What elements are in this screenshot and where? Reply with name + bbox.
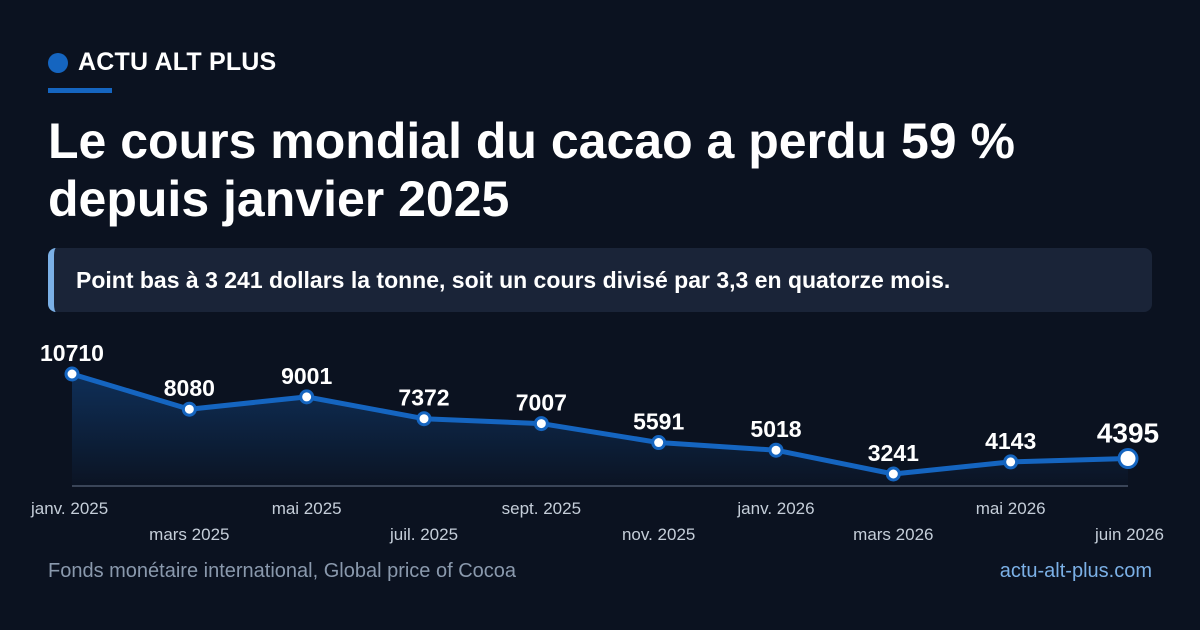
x-tick-label: mai 2026 — [976, 499, 1046, 518]
x-tick-label: juil. 2025 — [389, 525, 458, 544]
data-point — [535, 418, 547, 430]
data-point — [301, 391, 313, 403]
subtitle-callout: Point bas à 3 241 dollars la tonne, soit… — [48, 248, 1152, 312]
x-tick-label: nov. 2025 — [622, 525, 695, 544]
source-text: Fonds monétaire international, Global pr… — [48, 560, 516, 583]
x-tick-label: mars 2025 — [149, 525, 229, 544]
data-label: 3241 — [868, 440, 919, 466]
data-label: 7372 — [398, 385, 449, 411]
data-label: 4395 — [1097, 418, 1159, 449]
data-point — [66, 368, 78, 380]
x-tick-label: janv. 2026 — [736, 499, 814, 518]
subtitle-text: Point bas à 3 241 dollars la tonne, soit… — [76, 267, 950, 294]
brand: ACTU ALT PLUS — [48, 48, 276, 77]
brand-name: ACTU ALT PLUS — [78, 48, 276, 77]
data-point — [418, 413, 430, 425]
brand-dot-icon — [48, 53, 68, 73]
brand-underline — [48, 88, 112, 93]
data-label: 4143 — [985, 428, 1036, 454]
data-point — [770, 444, 782, 456]
data-label: 7007 — [516, 390, 567, 416]
line-chart: 10710 8080 9001 7372 7007 5591 5018 3241 4143 439… — [0, 318, 1200, 550]
x-tick-label: mars 2026 — [853, 525, 933, 544]
data-point — [887, 468, 899, 480]
data-point — [1119, 450, 1137, 468]
data-label: 10710 — [40, 340, 104, 366]
data-label: 8080 — [164, 375, 215, 401]
x-tick-label: juin 2026 — [1094, 525, 1164, 544]
data-point — [1005, 456, 1017, 468]
x-tick-label: sept. 2025 — [502, 499, 581, 518]
headline: Le cours mondial du cacao a perdu 59 % d… — [48, 112, 1158, 228]
data-label: 9001 — [281, 363, 332, 389]
area-fill — [72, 374, 1128, 486]
data-point — [653, 437, 665, 449]
x-tick-label: mai 2025 — [272, 499, 342, 518]
data-label: 5018 — [750, 416, 801, 442]
site-link[interactable]: actu-alt-plus.com — [1000, 560, 1152, 583]
data-point — [183, 403, 195, 415]
data-label: 5591 — [633, 409, 684, 435]
x-tick-label: janv. 2025 — [30, 499, 108, 518]
